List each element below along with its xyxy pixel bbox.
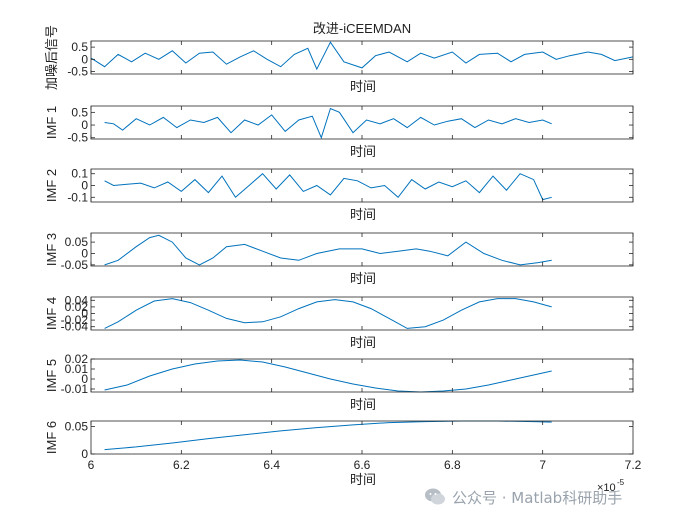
y-tick-label: 0: [81, 372, 88, 386]
y-tick-label: -0.5: [67, 65, 88, 79]
subplot-4: 0.050-0.05 时间 IMF 3: [44, 232, 634, 286]
x-axis-exponent: ×10 -5: [597, 478, 625, 494]
series-line-4: [104, 234, 552, 266]
x-exponent-base: ×10: [597, 482, 616, 494]
y-axis-label: IMF 5: [44, 359, 59, 392]
series-line-1: [90, 41, 634, 71]
y-axis-label: IMF 6: [44, 421, 59, 454]
axes-box-6: [90, 358, 634, 393]
y-tick-label: 0.04: [65, 293, 89, 307]
x-tick-label: 7: [539, 458, 546, 472]
y-tick-label: 0: [81, 118, 88, 132]
y-axis-label: 加噪后信号: [44, 25, 59, 90]
y-tick-label: 0.5: [71, 40, 88, 54]
x-axis-label: 时间: [350, 144, 376, 159]
x-tick-label: 6.6: [354, 458, 371, 472]
series-line-6: [104, 359, 552, 393]
x-tick-label: 6.2: [173, 458, 190, 472]
x-tick-label: 7.2: [625, 458, 642, 472]
x-axis-label: 时间: [350, 335, 376, 350]
y-tick-label: -0.02: [61, 313, 89, 327]
axes-box-5: [90, 296, 634, 331]
series-line-3: [104, 172, 552, 201]
axes-box-2: [90, 105, 634, 140]
y-tick-label: 0: [81, 447, 88, 461]
y-tick-label: 0.5: [71, 105, 88, 119]
series-line-7: [104, 420, 552, 451]
y-tick-label: -0.04: [61, 320, 89, 334]
y-axis-label: IMF 1: [44, 106, 59, 139]
x-tick-label: 6.8: [444, 458, 461, 472]
subplot-3: 0.10-0.1 时间 IMF 2: [44, 167, 634, 222]
y-tick-label: 0.02: [65, 300, 89, 314]
x-axis-label: 时间: [350, 271, 376, 286]
y-tick-label: -0.5: [67, 131, 88, 145]
y-axis-label: IMF 3: [44, 233, 59, 266]
y-tick-label: 0: [81, 52, 88, 66]
y-tick-label: -0.05: [61, 258, 89, 272]
subplot-5: 0.040.020-0.02-0.04 时间 IMF 4: [44, 293, 634, 350]
x-axis-label: 时间: [350, 79, 376, 94]
chart-title: 改进-iCEEMDAN: [313, 21, 411, 36]
x-tick-label: 6: [88, 458, 95, 472]
y-tick-label: 0.1: [71, 167, 88, 181]
y-tick-label: -0.1: [67, 190, 88, 204]
y-tick-label: 0.02: [65, 352, 89, 366]
subplot-7: 0.05 06 6.2 6.4 6.6 6.8 7 7.2 时间 IMF 6: [44, 420, 642, 488]
y-tick-label: 0: [81, 307, 88, 321]
y-tick-label: 0.05: [65, 235, 89, 249]
series-line-2: [104, 107, 552, 140]
x-exponent-power: -5: [617, 478, 625, 487]
subplot-2: 0.50-0.5 时间 IMF 1: [44, 105, 634, 159]
y-tick-label: 0: [81, 246, 88, 260]
watermark-text: 公众号 · Matlab科研助手: [452, 488, 623, 507]
x-axis-label: 时间: [350, 472, 376, 487]
wechat-icon: [425, 488, 445, 505]
axes-box-4: [90, 232, 634, 267]
series-line-5: [104, 298, 552, 329]
y-tick-label: 0.05: [65, 420, 89, 434]
subplot-1: 0.50-0.5 时间 加噪后信号: [44, 25, 634, 94]
x-tick-label: 6.4: [263, 458, 280, 472]
y-tick-label: -0.01: [61, 382, 89, 396]
watermark: 公众号 · Matlab科研助手: [424, 483, 694, 511]
y-tick-label: 0.01: [65, 362, 89, 376]
y-tick-label: 0: [81, 179, 88, 193]
axes-box-7: [90, 420, 634, 455]
x-axis-label: 时间: [350, 397, 376, 412]
y-axis-label: IMF 2: [44, 169, 59, 202]
axes-box-1: [90, 40, 634, 75]
y-axis-label: IMF 4: [44, 297, 59, 330]
subplot-6: 0.020.010-0.01 时间 IMF 5: [44, 352, 634, 412]
x-axis-label: 时间: [350, 207, 376, 222]
